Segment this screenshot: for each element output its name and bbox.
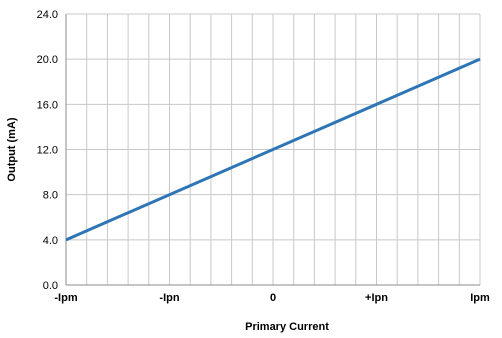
y-tick-label: 24.0 (37, 9, 58, 21)
y-tick-label: 0.0 (43, 280, 58, 292)
y-axis-title: Output (mA) (6, 117, 18, 181)
x-tick-label: -Ipm (54, 292, 77, 304)
x-tick-label: +Ipn (365, 292, 388, 304)
series-layer (65, 57, 481, 242)
y-tick-label: 8.0 (43, 190, 58, 202)
y-tick-label: 12.0 (37, 145, 58, 157)
x-tick-label: 0 (270, 292, 276, 304)
x-axis-title: Primary Current (245, 321, 329, 333)
y-tick-label: 20.0 (37, 54, 58, 66)
tick-labels: 0.0 4.0 8.0 12.0 16.0 20.0 24.0 -Ipm -Ipn 0 +Ipn Ip… (37, 9, 490, 304)
series-line (65, 57, 481, 242)
x-tick-label: Ipm (470, 292, 490, 304)
y-tick-label: 16.0 (37, 99, 58, 111)
x-tick-label: -Ipn (159, 292, 179, 304)
y-tick-label: 4.0 (43, 235, 58, 247)
